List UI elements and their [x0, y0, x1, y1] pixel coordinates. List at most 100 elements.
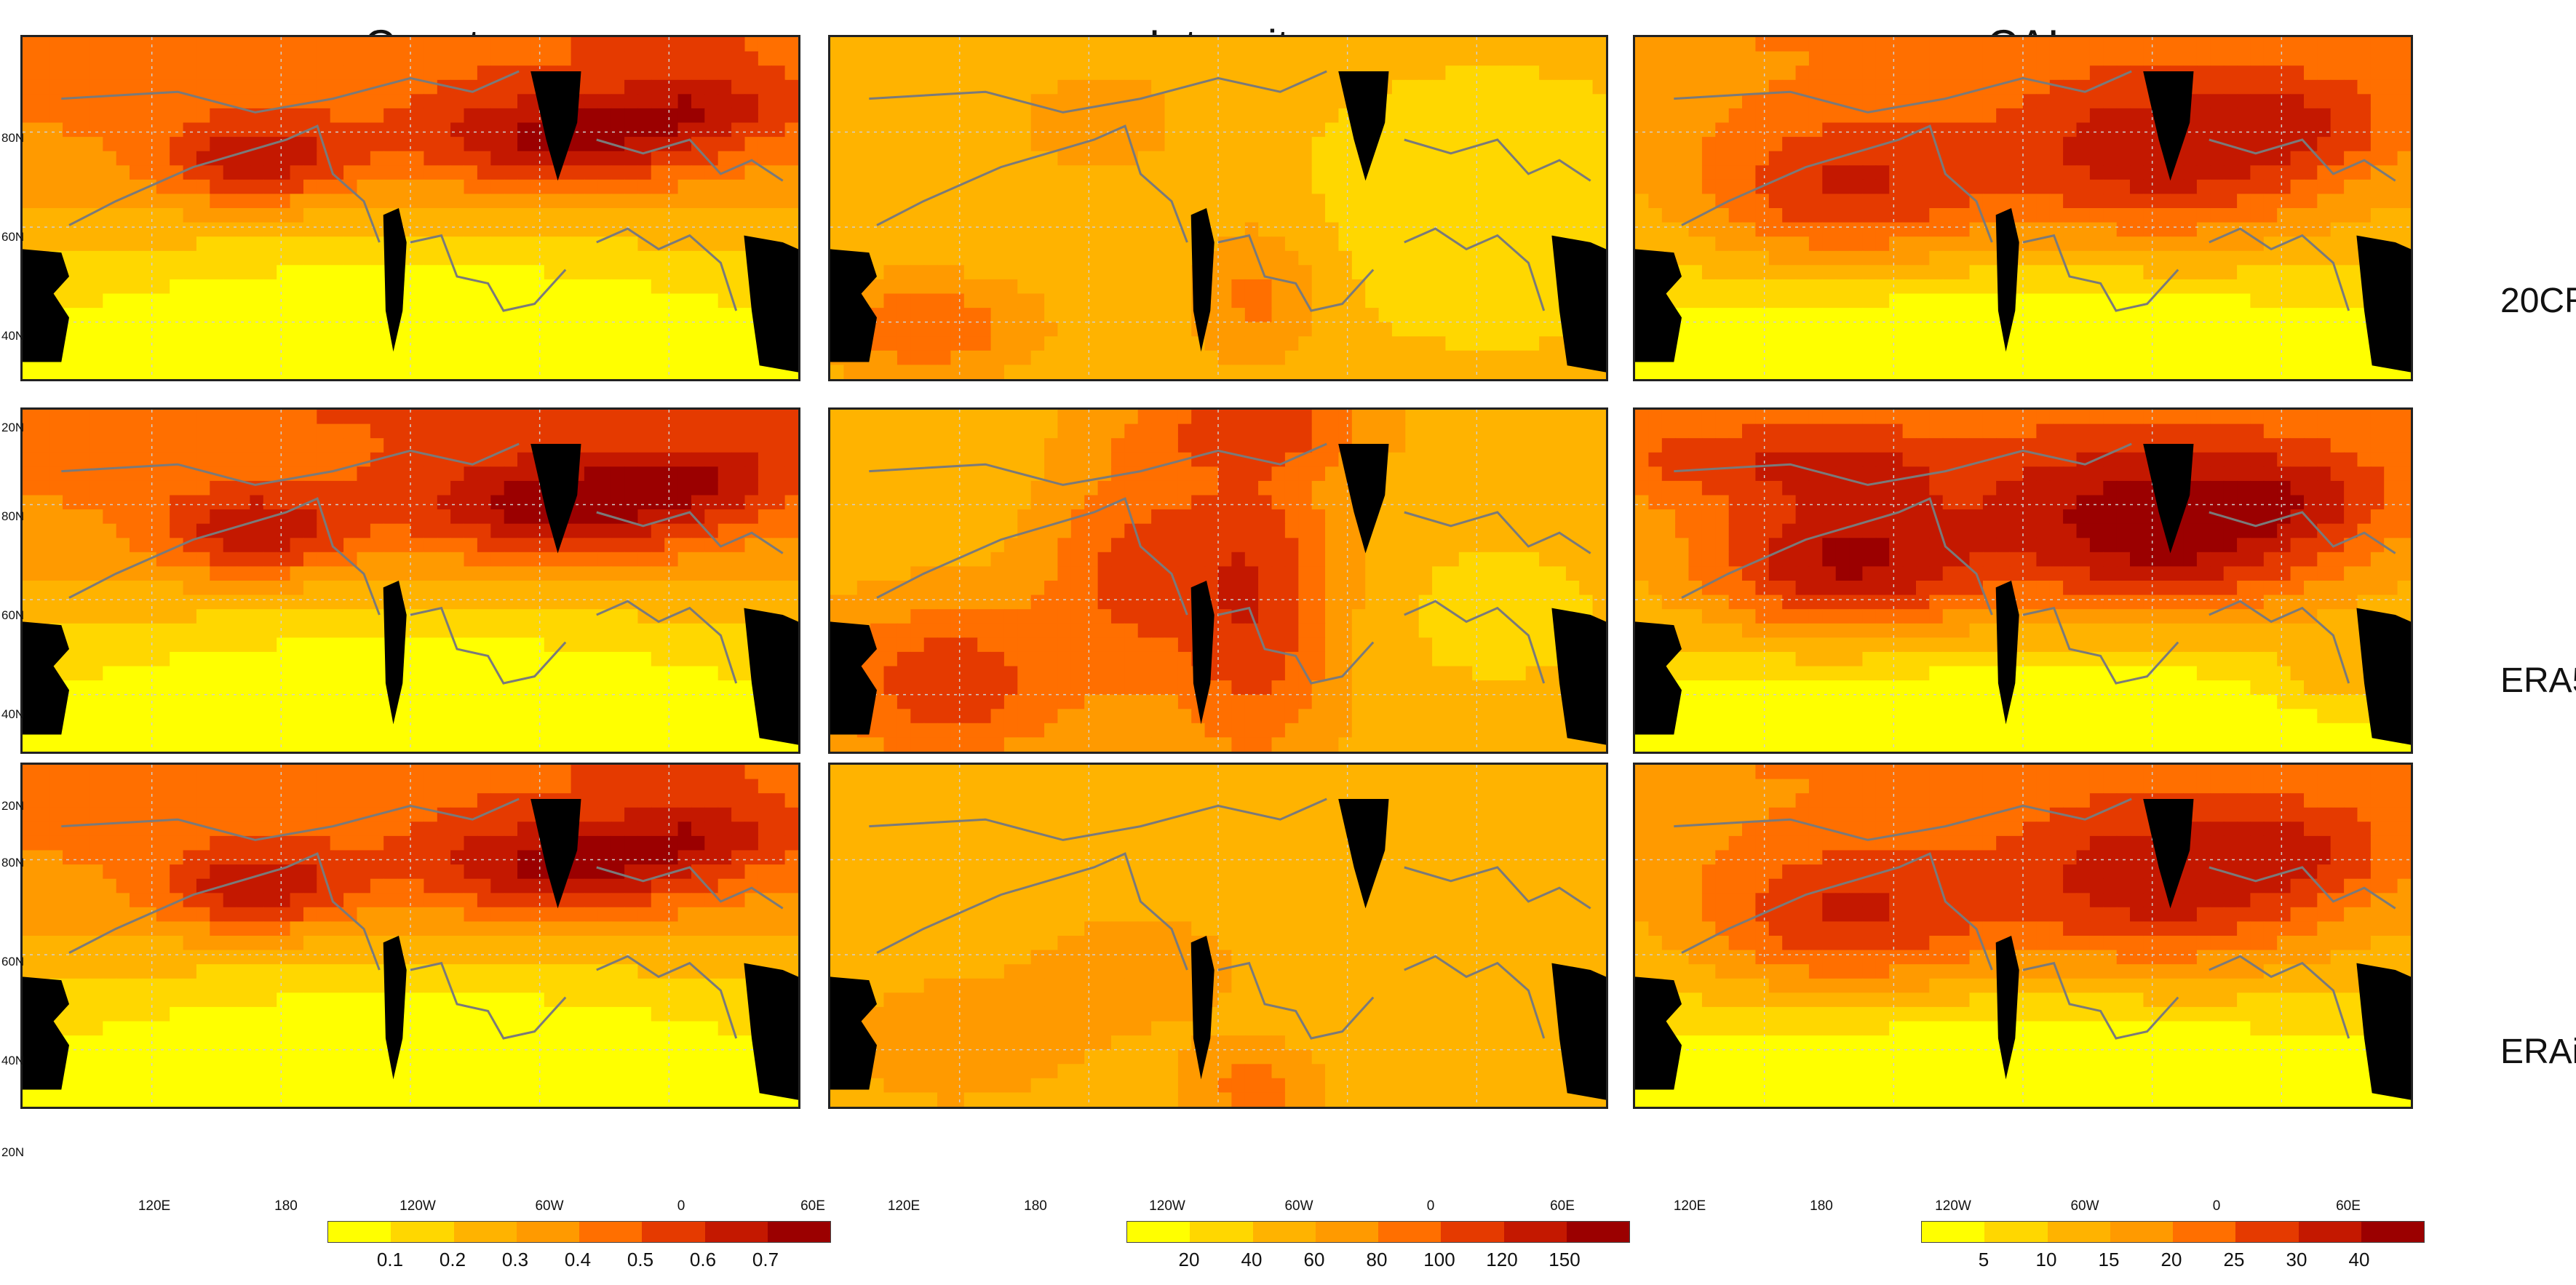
heat-cell [664, 438, 679, 453]
heat-cell [303, 265, 317, 280]
heat-cell [897, 51, 911, 66]
heat-cell [210, 37, 224, 52]
heat-cell [977, 322, 992, 337]
heat-cell [49, 37, 63, 52]
heat-cell [870, 365, 885, 379]
heat-cell [236, 265, 251, 280]
heat-cell [464, 552, 478, 567]
heat-cell [290, 37, 304, 52]
heat-cell [424, 466, 438, 482]
heat-cell [2049, 151, 2064, 166]
heat-cell [1177, 94, 1192, 109]
heat-cell [758, 94, 772, 109]
heat-cell [2009, 365, 2024, 379]
heat-cell [210, 509, 224, 525]
heat-cell [517, 452, 531, 467]
heat-cell [424, 250, 438, 266]
heat-cell [116, 250, 130, 266]
heat-cell [624, 236, 639, 252]
heat-cell [2384, 222, 2398, 237]
heat-cell [2089, 137, 2104, 152]
heat-cell [263, 523, 277, 538]
heat-cell [2357, 37, 2372, 52]
heat-cell [49, 438, 63, 453]
heat-cell [1728, 165, 1743, 180]
heat-cell [1795, 350, 1810, 365]
heat-cell [223, 108, 237, 124]
heat-cell [1084, 308, 1099, 323]
heat-cell [2250, 51, 2265, 66]
heat-cell [2330, 250, 2345, 266]
heat-cell [963, 194, 978, 209]
heat-cell [1218, 222, 1232, 237]
heat-cell [1661, 222, 1676, 237]
heat-cell [424, 108, 438, 124]
heat-cell [49, 137, 63, 152]
heat-cell [2210, 151, 2225, 166]
heat-cell [196, 179, 210, 194]
heat-cell [36, 423, 50, 439]
heat-cell [130, 265, 143, 280]
heat-cell [1688, 250, 1703, 266]
heat-cell [990, 65, 1005, 81]
heat-cell [1097, 222, 1112, 237]
heat-cell [963, 308, 978, 323]
heat-cell [843, 194, 858, 209]
heat-cell [664, 480, 679, 496]
heat-cell [223, 122, 237, 138]
heat-cell [2237, 279, 2251, 295]
heat-cell [210, 65, 224, 81]
heat-cell [1298, 94, 1313, 109]
heat-cell [2036, 236, 2051, 252]
heat-cell [1579, 108, 1594, 124]
heat-cell [2263, 151, 2278, 166]
heat-cell [1177, 108, 1192, 124]
heat-cell [1298, 65, 1313, 81]
heat-cell [1742, 336, 1756, 351]
heat-cell [1003, 308, 1018, 323]
heat-cell [2263, 293, 2278, 309]
heat-cell [277, 151, 291, 166]
heat-cell [2263, 94, 2278, 109]
heat-cell [63, 65, 77, 81]
heat-cell [1458, 265, 1473, 280]
heat-cell [2170, 250, 2185, 266]
heat-cell [1325, 265, 1339, 280]
heat-cell [1552, 208, 1567, 223]
heat-cell [2304, 122, 2318, 138]
heat-cell [424, 179, 438, 194]
heat-cell [2223, 37, 2238, 52]
heat-cell [963, 65, 978, 81]
heat-cell [464, 365, 478, 379]
heat-cell [210, 279, 224, 295]
heat-cell [1485, 293, 1500, 309]
heat-cell [1258, 51, 1273, 66]
heat-cell [130, 523, 143, 538]
heat-cell [1849, 265, 1864, 280]
heat-cell [1338, 179, 1353, 194]
heat-cell [1701, 365, 1716, 379]
heat-cell [330, 581, 344, 596]
heat-cell [1258, 365, 1273, 379]
heat-cell [664, 293, 679, 309]
heat-cell [1902, 222, 1917, 237]
heat-cell [2076, 51, 2091, 66]
heat-cell [2304, 108, 2318, 124]
heat-cell [2223, 336, 2238, 351]
heat-cell [89, 108, 103, 124]
heat-cell [103, 452, 117, 467]
heat-cell [1391, 151, 1406, 166]
heat-cell [731, 108, 746, 124]
heat-cell [544, 293, 558, 309]
heat-cell [584, 538, 598, 553]
heat-cell [130, 250, 143, 266]
heat-cell [977, 94, 992, 109]
heat-cell [1701, 165, 1716, 180]
heat-cell [330, 208, 344, 223]
heat-cell [63, 581, 77, 596]
heat-cell [156, 137, 170, 152]
heat-cell [677, 208, 692, 223]
heat-cell [1258, 194, 1273, 209]
heat-cell [1835, 179, 1850, 194]
heat-cell [236, 94, 251, 109]
